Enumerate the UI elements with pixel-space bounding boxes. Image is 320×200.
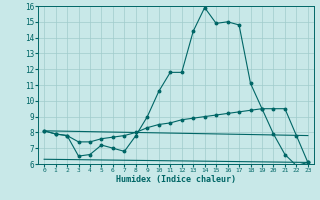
X-axis label: Humidex (Indice chaleur): Humidex (Indice chaleur) [116, 175, 236, 184]
